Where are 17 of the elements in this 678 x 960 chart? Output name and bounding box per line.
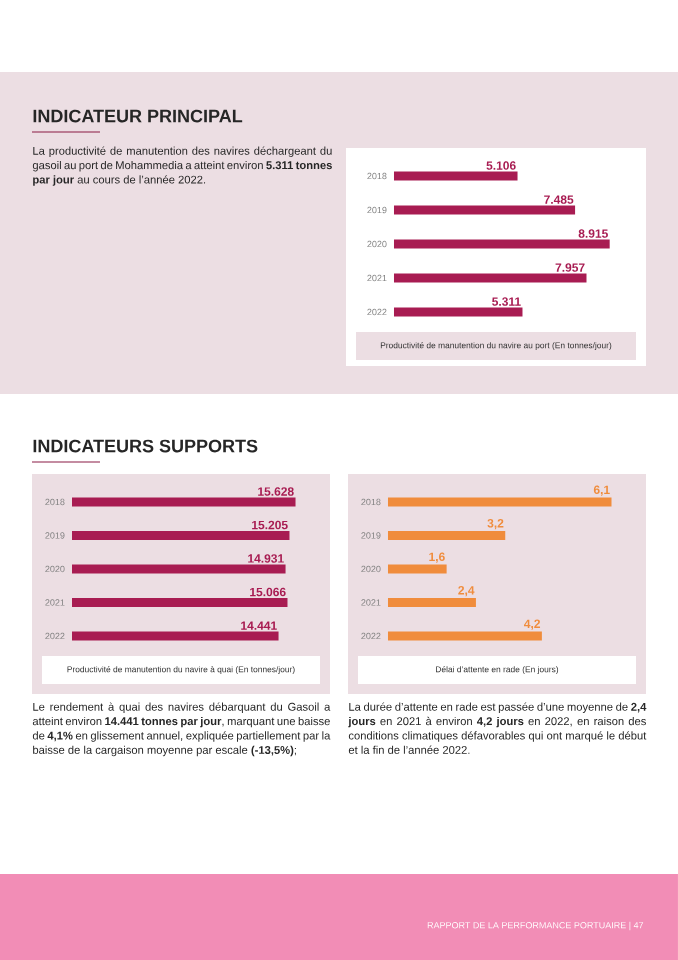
bar xyxy=(387,564,447,574)
bar xyxy=(393,307,523,317)
bar xyxy=(393,239,610,249)
chart-title: INDICATEURS SUPPORTS xyxy=(33,439,258,453)
bar xyxy=(72,597,288,607)
text: INDICATEUR PRINCIPAL xyxy=(33,109,243,123)
bar xyxy=(72,631,279,641)
bar xyxy=(393,171,518,181)
bar xyxy=(387,597,476,607)
bar xyxy=(72,564,286,574)
bar xyxy=(387,497,612,507)
bar xyxy=(72,497,296,507)
bar xyxy=(72,530,290,540)
bar xyxy=(387,631,542,641)
bar xyxy=(393,205,576,215)
bar xyxy=(387,530,506,540)
bar xyxy=(393,273,587,283)
